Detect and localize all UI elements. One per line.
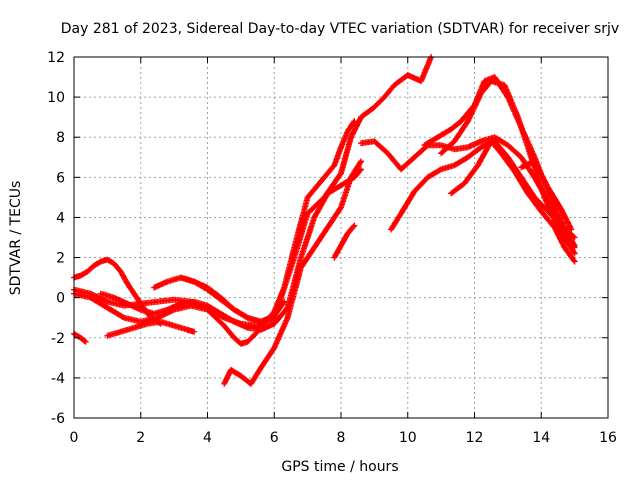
data-point-markers [104, 318, 198, 339]
x-tick-label: 2 [136, 430, 145, 446]
x-tick-label: 12 [466, 430, 484, 446]
data-point-markers [331, 222, 358, 261]
data-point-markers [177, 274, 288, 325]
y-tick-label: 10 [47, 90, 65, 106]
y-tick-label: 6 [56, 170, 65, 186]
series-arc-8 [177, 274, 288, 325]
x-tick-label: 10 [399, 430, 417, 446]
x-axis-label: GPS time / hours [281, 459, 398, 475]
y-tick-label: 4 [56, 210, 65, 226]
y-tick-label: -2 [51, 331, 65, 347]
series-arc-15 [448, 138, 578, 265]
x-tick-label: 6 [270, 430, 279, 446]
y-tick-label: 12 [47, 50, 65, 66]
y-axis-label: SDTVAR / TECUs [8, 181, 24, 296]
data-point-markers [221, 158, 365, 387]
data-point-markers [518, 158, 575, 233]
y-tick-label: 2 [56, 251, 65, 267]
series-arc-9 [221, 158, 365, 387]
series-arc-16 [518, 158, 575, 233]
y-tick-label: -4 [51, 371, 65, 387]
series-arc-10 [331, 222, 358, 261]
chart-title: Day 281 of 2023, Sidereal Day-to-day VTE… [61, 21, 619, 37]
x-tick-label: 0 [70, 430, 79, 446]
x-tick-label: 14 [532, 430, 550, 446]
x-tick-label: 16 [599, 430, 617, 446]
y-tick-label: 0 [56, 291, 65, 307]
x-tick-label: 4 [203, 430, 212, 446]
series-arc-14 [438, 78, 578, 257]
data-point-markers [438, 78, 578, 257]
y-tick-label: -6 [51, 411, 65, 427]
axis-ticks: 0 2 4 6 8 10 12 14 16 -6 -4 -2 0 2 4 6 8 10 12 [47, 50, 617, 446]
y-tick-label: 8 [56, 130, 65, 146]
data-point-markers [448, 138, 578, 265]
series-arc-6 [104, 318, 198, 339]
x-tick-label: 8 [337, 430, 346, 446]
